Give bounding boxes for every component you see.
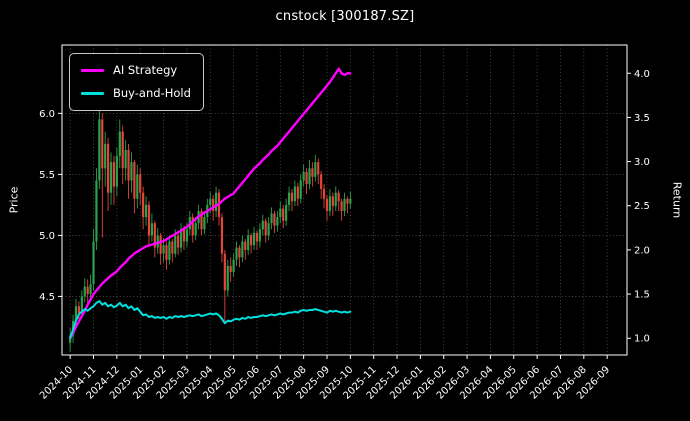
legend-label-strategy: AI Strategy bbox=[113, 63, 178, 77]
svg-text:3.0: 3.0 bbox=[634, 157, 650, 168]
chart-title: cnstock [300187.SZ] bbox=[275, 9, 415, 24]
legend: AI Strategy Buy-and-Hold bbox=[69, 53, 204, 111]
svg-text:3.5: 3.5 bbox=[634, 113, 650, 124]
svg-text:2.5: 2.5 bbox=[634, 201, 650, 212]
strategy-line bbox=[68, 67, 352, 340]
svg-text:2.0: 2.0 bbox=[634, 245, 650, 256]
svg-text:5.0: 5.0 bbox=[39, 231, 55, 242]
candles-layer bbox=[69, 103, 352, 352]
price-axis-label: Price bbox=[7, 186, 21, 214]
strategy-line-swatch bbox=[81, 68, 104, 72]
buyhold-line bbox=[69, 300, 352, 340]
legend-label-buyhold: Buy-and-Hold bbox=[113, 86, 191, 100]
svg-text:1.0: 1.0 bbox=[634, 334, 650, 345]
svg-text:5.5: 5.5 bbox=[39, 170, 55, 181]
return-axis-label: Return bbox=[670, 181, 684, 219]
buyhold-line-swatch bbox=[81, 91, 104, 95]
svg-text:6.0: 6.0 bbox=[39, 109, 55, 120]
legend-item-strategy: AI Strategy bbox=[81, 63, 191, 77]
legend-item-buyhold: Buy-and-Hold bbox=[81, 86, 191, 100]
svg-text:4.0: 4.0 bbox=[634, 69, 650, 80]
svg-text:4.5: 4.5 bbox=[39, 292, 55, 303]
svg-text:1.5: 1.5 bbox=[634, 290, 650, 301]
